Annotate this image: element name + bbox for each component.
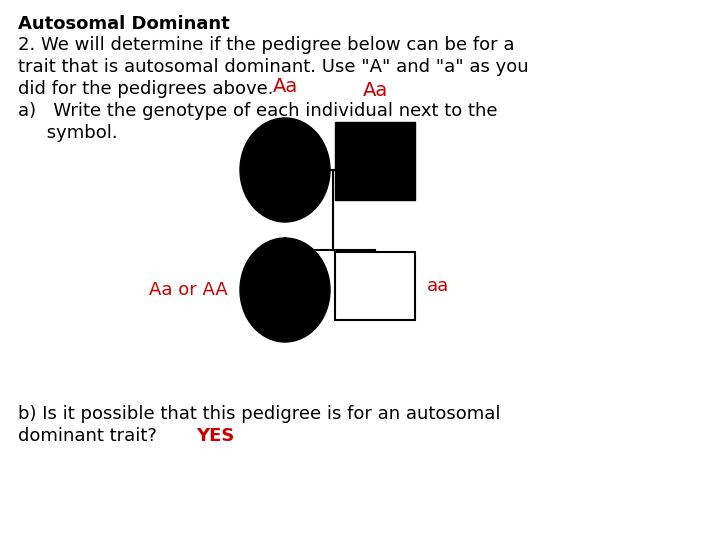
Text: did for the pedigrees above.: did for the pedigrees above. bbox=[18, 80, 274, 98]
Text: a)   Write the genotype of each individual next to the: a) Write the genotype of each individual… bbox=[18, 102, 498, 120]
Text: YES: YES bbox=[196, 427, 235, 445]
Text: trait that is autosomal dominant. Use "A" and "a" as you: trait that is autosomal dominant. Use "A… bbox=[18, 58, 528, 76]
Bar bbox=[335, 252, 415, 320]
Text: Autosomal Dominant: Autosomal Dominant bbox=[18, 15, 230, 33]
Text: Aa: Aa bbox=[362, 81, 387, 100]
Bar bbox=[335, 122, 415, 200]
Text: Aa: Aa bbox=[272, 77, 297, 96]
Text: symbol.: symbol. bbox=[18, 124, 117, 142]
Text: aa: aa bbox=[427, 277, 449, 295]
Ellipse shape bbox=[240, 238, 330, 342]
Text: Aa or AA: Aa or AA bbox=[149, 281, 228, 299]
Ellipse shape bbox=[240, 118, 330, 222]
Text: 2. We will determine if the pedigree below can be for a: 2. We will determine if the pedigree bel… bbox=[18, 36, 515, 54]
Text: dominant trait?: dominant trait? bbox=[18, 427, 168, 445]
Text: b) Is it possible that this pedigree is for an autosomal: b) Is it possible that this pedigree is … bbox=[18, 405, 500, 423]
